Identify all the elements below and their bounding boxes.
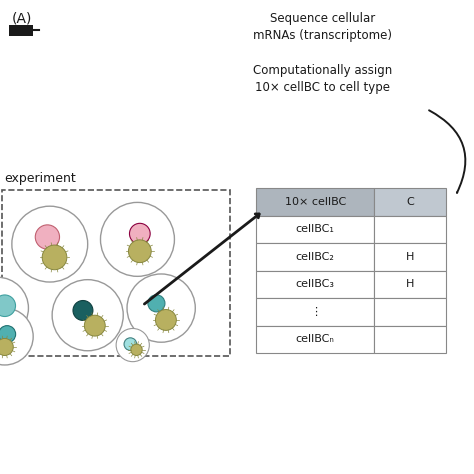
Text: (A): (A) (12, 12, 32, 26)
Circle shape (0, 277, 28, 339)
Circle shape (124, 338, 137, 350)
Text: Sequence cellular
mRNAs (transcriptome): Sequence cellular mRNAs (transcriptome) (253, 12, 392, 42)
Text: Computationally assign
10× cellBC to cell type: Computationally assign 10× cellBC to cel… (253, 64, 392, 94)
Text: C: C (406, 197, 414, 207)
Circle shape (0, 338, 13, 356)
Circle shape (129, 223, 150, 244)
FancyBboxPatch shape (374, 326, 446, 353)
Circle shape (128, 240, 151, 263)
FancyBboxPatch shape (256, 271, 374, 298)
FancyBboxPatch shape (374, 188, 446, 216)
FancyBboxPatch shape (9, 25, 33, 36)
Circle shape (155, 310, 176, 330)
Text: cellBC₁: cellBC₁ (296, 224, 335, 235)
Circle shape (12, 206, 88, 282)
Text: experiment: experiment (5, 172, 76, 185)
Circle shape (0, 295, 16, 317)
Text: H: H (406, 279, 414, 290)
FancyBboxPatch shape (374, 271, 446, 298)
FancyBboxPatch shape (256, 216, 374, 243)
Circle shape (42, 245, 67, 270)
FancyBboxPatch shape (256, 188, 374, 216)
Circle shape (52, 280, 123, 351)
Text: 10× cellBC: 10× cellBC (284, 197, 346, 207)
Circle shape (73, 301, 93, 320)
Circle shape (127, 274, 195, 342)
Circle shape (148, 295, 165, 312)
Text: cellBCₙ: cellBCₙ (296, 334, 335, 345)
FancyBboxPatch shape (374, 298, 446, 326)
FancyBboxPatch shape (256, 326, 374, 353)
Text: cellBC₂: cellBC₂ (296, 252, 335, 262)
Circle shape (84, 315, 105, 336)
FancyBboxPatch shape (374, 243, 446, 271)
FancyArrowPatch shape (429, 110, 465, 193)
Circle shape (116, 328, 149, 362)
Text: ⋮: ⋮ (310, 307, 321, 317)
Circle shape (100, 202, 174, 276)
Text: cellBC₃: cellBC₃ (296, 279, 335, 290)
Circle shape (0, 308, 33, 365)
Circle shape (131, 344, 142, 356)
Circle shape (0, 326, 16, 343)
FancyBboxPatch shape (374, 216, 446, 243)
FancyBboxPatch shape (256, 298, 374, 326)
Circle shape (35, 225, 60, 249)
Text: H: H (406, 252, 414, 262)
FancyBboxPatch shape (256, 243, 374, 271)
